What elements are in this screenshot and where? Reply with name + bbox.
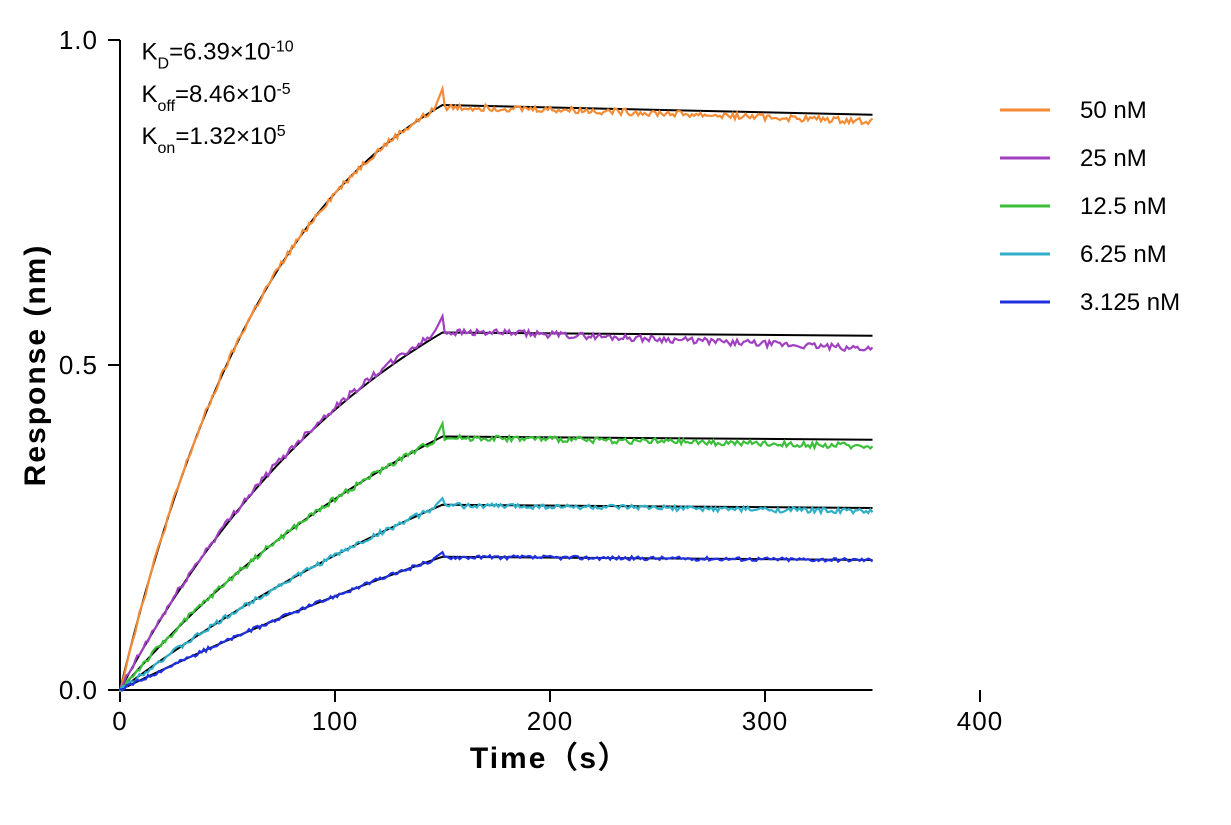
chart-svg: 0 100 200 300 400 0.0 0.5 1.0 Time（s） Response (n… xyxy=(0,0,1231,825)
legend-label: 12.5 nM xyxy=(1080,193,1167,220)
legend-label: 25 nM xyxy=(1080,145,1147,172)
x-axis-title: Time（s） xyxy=(470,741,630,775)
legend-label: 50 nM xyxy=(1080,97,1147,124)
x-tick-label: 300 xyxy=(742,706,788,736)
x-tick-label: 200 xyxy=(527,706,573,736)
y-tick-label: 0.0 xyxy=(59,675,98,705)
x-tick-label: 100 xyxy=(312,706,358,736)
x-tick-label: 0 xyxy=(112,706,127,736)
y-tick-label: 1.0 xyxy=(59,25,98,55)
kinetics-chart: 0 100 200 300 400 0.0 0.5 1.0 Time（s） Response (n… xyxy=(0,0,1231,825)
legend-label: 3.125 nM xyxy=(1080,289,1180,316)
y-tick-label: 0.5 xyxy=(59,350,98,380)
legend-label: 6.25 nM xyxy=(1080,241,1167,268)
x-tick-label: 400 xyxy=(957,706,1003,736)
y-axis-title: Response (nm) xyxy=(19,244,52,487)
